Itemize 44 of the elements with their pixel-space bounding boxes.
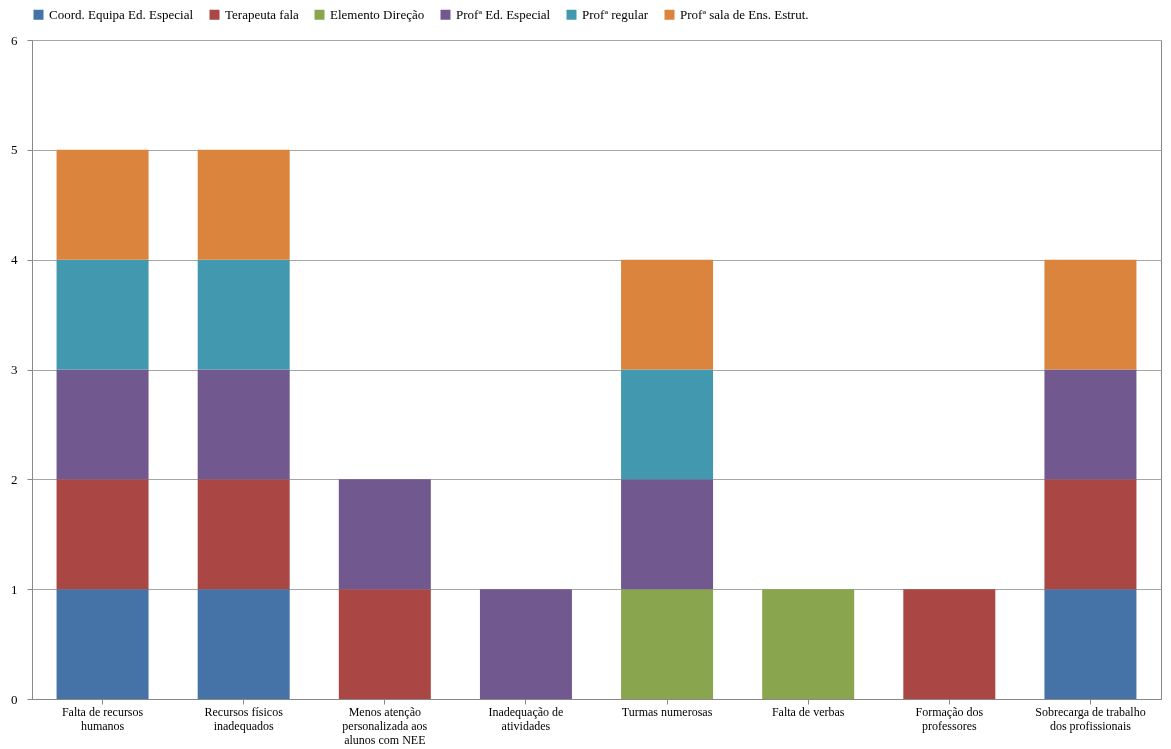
bar — [621, 259, 714, 370]
y-tick-label: 4 — [11, 252, 18, 268]
bar — [1044, 369, 1137, 480]
bar — [1044, 479, 1137, 590]
y-tick-label: 2 — [11, 471, 18, 487]
y-tick-label: 0 — [11, 691, 18, 707]
legend-label: Profª regular — [582, 6, 649, 22]
bar — [621, 479, 714, 590]
bar — [56, 369, 149, 480]
legend-label: Profª sala de Ens. Estrut. — [680, 6, 809, 22]
x-tick-label: Recursos físicos inadequados — [204, 704, 284, 733]
legend-label: Profª Ed. Especial — [456, 6, 551, 22]
bar — [338, 479, 431, 590]
y-tick-label: 5 — [11, 142, 18, 158]
x-tick-label: Falta de recursos humanos — [61, 704, 144, 733]
y-tick-label: 6 — [11, 32, 18, 48]
bar — [338, 589, 431, 699]
bar — [1044, 589, 1137, 699]
bar — [762, 589, 855, 699]
bar — [903, 589, 996, 699]
legend-label: Elemento Direção — [330, 6, 425, 22]
bar — [56, 149, 149, 260]
y-tick-label: 3 — [11, 362, 18, 377]
bar — [56, 479, 149, 590]
x-tick-label: Falta de verbas — [771, 704, 845, 719]
bar — [197, 259, 290, 370]
bar — [197, 479, 290, 590]
bar — [1044, 259, 1137, 370]
bar — [621, 589, 714, 699]
y-tick-label: 1 — [11, 581, 18, 597]
bar — [197, 369, 290, 480]
x-tick-label: Turmas numerosas — [621, 704, 713, 719]
x-tick-label: Menos atenção personalizada aos alunos com NEE — [342, 704, 428, 747]
bar — [479, 589, 572, 699]
bar — [56, 259, 149, 370]
x-tick-label: Formação dos professores — [915, 704, 984, 733]
legend-label: Terapeuta fala — [225, 6, 300, 22]
bar — [197, 149, 290, 260]
x-tick-label: Sobrecarga de trabalho dos profissionais — [1035, 704, 1146, 733]
bar — [197, 589, 290, 699]
bar — [56, 589, 149, 699]
bar — [621, 369, 714, 480]
legend-label: Coord. Equipa Ed. Especial — [49, 6, 194, 22]
x-tick-label: Inadequação de atividades — [488, 704, 564, 733]
